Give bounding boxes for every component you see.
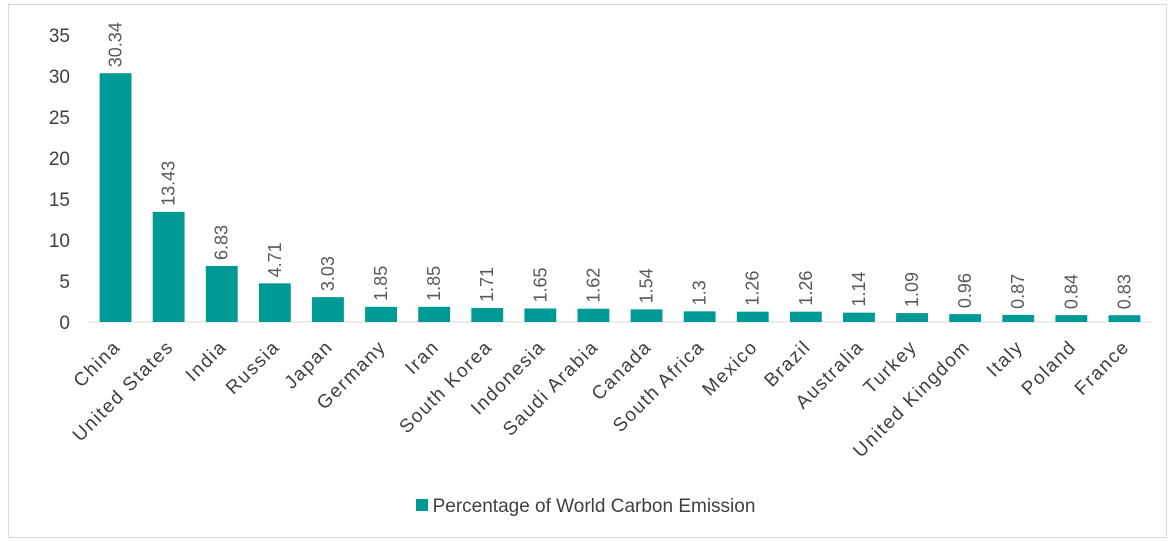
data-label: 1.85 bbox=[371, 266, 391, 301]
bar bbox=[152, 211, 185, 322]
y-tick-label: 10 bbox=[49, 231, 70, 252]
data-label: 1.3 bbox=[690, 280, 710, 305]
data-label: 0.87 bbox=[1008, 274, 1028, 309]
y-tick-label: 35 bbox=[49, 26, 70, 47]
y-tick-label: 20 bbox=[49, 149, 70, 170]
bar bbox=[949, 314, 982, 322]
data-label: 1.54 bbox=[637, 268, 657, 303]
data-label: 3.03 bbox=[318, 256, 338, 291]
bar bbox=[312, 297, 344, 322]
legend: Percentage of World Carbon Emission bbox=[0, 496, 1171, 518]
bar bbox=[1002, 314, 1035, 322]
bar bbox=[1108, 315, 1141, 322]
bar bbox=[258, 283, 291, 322]
y-tick-label: 0 bbox=[59, 313, 70, 334]
data-label: 1.62 bbox=[583, 268, 603, 303]
bar bbox=[843, 312, 875, 322]
y-tick-label: 30 bbox=[49, 67, 70, 88]
bar bbox=[577, 308, 610, 322]
chart-frame bbox=[8, 4, 1167, 538]
data-label: 30.34 bbox=[106, 22, 126, 67]
category-label: Poland bbox=[1018, 337, 1081, 400]
bar bbox=[736, 311, 769, 322]
bar bbox=[99, 73, 132, 322]
category-label: Saudi Arabia bbox=[499, 337, 603, 441]
bar bbox=[630, 309, 663, 322]
category-label: Mexico bbox=[699, 337, 763, 401]
data-label: 13.43 bbox=[159, 161, 179, 206]
category-label: South Africa bbox=[609, 337, 709, 437]
bar bbox=[205, 265, 238, 322]
y-tick-label: 15 bbox=[49, 190, 70, 211]
category-label: France bbox=[1071, 337, 1134, 400]
legend-label: Percentage of World Carbon Emission bbox=[432, 496, 756, 517]
data-label: 1.26 bbox=[796, 271, 816, 306]
data-label: 0.83 bbox=[1114, 274, 1134, 309]
bar bbox=[471, 307, 504, 322]
data-label: 6.83 bbox=[212, 225, 232, 260]
data-label: 1.09 bbox=[902, 272, 922, 307]
bar bbox=[896, 313, 928, 322]
bar bbox=[683, 311, 716, 322]
category-label: India bbox=[182, 337, 231, 386]
y-tick-label: 5 bbox=[59, 272, 70, 293]
data-label: 0.84 bbox=[1061, 274, 1081, 309]
data-label: 0.96 bbox=[955, 273, 975, 308]
bar bbox=[524, 308, 557, 322]
bar bbox=[418, 306, 451, 322]
category-label: Iran bbox=[401, 337, 443, 379]
bar bbox=[1055, 315, 1088, 322]
data-label: 1.26 bbox=[743, 271, 763, 306]
data-label: 1.85 bbox=[424, 266, 444, 301]
data-label: 1.65 bbox=[530, 267, 550, 302]
bar bbox=[789, 311, 822, 322]
category-label: South Korea bbox=[396, 337, 497, 438]
legend-swatch bbox=[415, 499, 428, 511]
data-label: 4.71 bbox=[265, 242, 285, 277]
category-label: Russia bbox=[222, 337, 284, 399]
y-tick-label: 25 bbox=[49, 108, 70, 129]
data-label: 1.71 bbox=[477, 267, 497, 302]
bar bbox=[365, 306, 397, 322]
category-label: Italy bbox=[983, 337, 1028, 382]
data-label: 1.14 bbox=[849, 272, 869, 307]
